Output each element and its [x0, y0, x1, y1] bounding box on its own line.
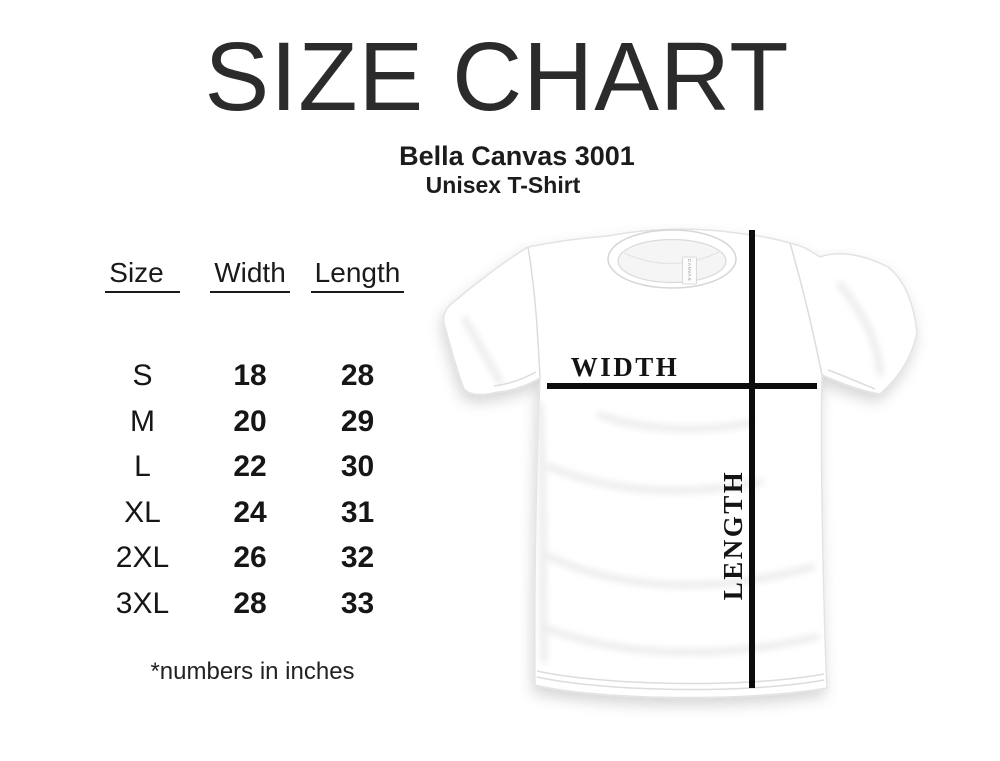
collar-tag-text: CANVAS — [687, 259, 692, 281]
width-cell: 24 — [233, 495, 267, 529]
units-footnote: *numbers in inches — [150, 658, 355, 685]
table-header-gap — [85, 294, 415, 353]
tshirt-silhouette — [442, 228, 918, 699]
collar — [607, 229, 737, 289]
tshirt-image: CANVAS WIDTH LENGTH — [442, 228, 918, 699]
length-cell: 28 — [340, 359, 375, 392]
size-cell: S — [132, 359, 153, 392]
width-cell: 20 — [233, 404, 267, 438]
size-cell: 2XL — [115, 541, 170, 574]
length-label: LENGTH — [718, 470, 748, 601]
width-cell: 28 — [233, 586, 267, 620]
width-line — [547, 383, 817, 389]
size-chart-table: Size Width Length S 18 28 M 20 29 L 22 3… — [85, 252, 415, 626]
width-cell: 26 — [233, 541, 267, 574]
fabric-wrinkles — [461, 281, 884, 664]
length-cell: 31 — [340, 495, 375, 529]
length-cell: 32 — [340, 541, 375, 574]
length-cell: 29 — [340, 404, 375, 438]
length-cell: 33 — [340, 586, 375, 620]
collar-tag: CANVAS — [682, 256, 697, 285]
subtitle-style: Unisex T-Shirt — [425, 172, 581, 198]
length-line — [749, 230, 755, 688]
width-cell: 18 — [233, 359, 267, 392]
column-header-size: Size — [85, 252, 200, 294]
column-header-width: Width — [200, 252, 300, 294]
width-label: WIDTH — [571, 352, 680, 382]
length-cell: 30 — [340, 450, 375, 483]
page-title: SIZE CHART — [204, 22, 790, 131]
seam-lines — [493, 242, 876, 691]
size-cell: L — [134, 450, 151, 483]
size-cell: 3XL — [115, 586, 170, 620]
size-cell: XL — [124, 495, 161, 529]
column-header-length: Length — [300, 252, 415, 294]
size-cell: M — [130, 404, 155, 438]
subtitle-product: Bella Canvas 3001 — [399, 141, 635, 171]
tshirt-figure: CANVAS WIDTH LENGTH — [420, 205, 1000, 755]
width-cell: 22 — [233, 450, 267, 483]
